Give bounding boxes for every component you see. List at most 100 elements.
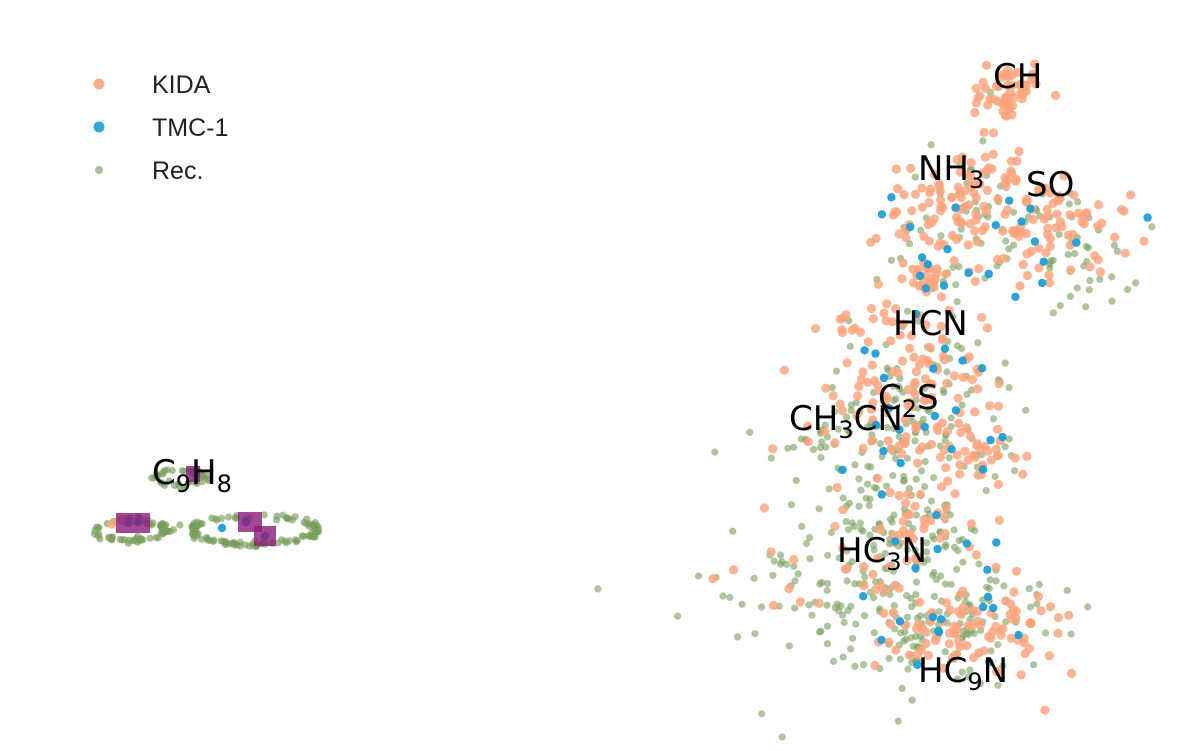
kida-point [779, 365, 789, 375]
rec-point [849, 634, 857, 642]
rec-point [209, 537, 217, 545]
kida-point [993, 424, 1003, 434]
rec-point [939, 386, 947, 394]
rec-point [870, 541, 878, 549]
rec-point [750, 574, 758, 582]
rec-point [1067, 630, 1075, 638]
kida-point [911, 420, 921, 430]
kida-point [872, 473, 883, 483]
rec-point [1063, 587, 1071, 595]
kida-point [887, 317, 898, 327]
kida-point [909, 352, 919, 362]
rec-point [908, 603, 916, 611]
rec-point [975, 560, 983, 568]
rec-point [896, 655, 905, 663]
kida-point [1011, 606, 1022, 616]
rec-point [986, 576, 994, 584]
tmc1-point [923, 260, 933, 269]
kida-point [953, 393, 963, 403]
rec-point [171, 481, 179, 489]
rec-point [847, 645, 855, 653]
kida-point [934, 179, 944, 189]
kida-point [867, 360, 877, 370]
kida-point [968, 450, 978, 461]
rec-point [1132, 279, 1140, 287]
rec-point [958, 401, 966, 409]
kida-point [924, 198, 934, 208]
rec-point [949, 263, 957, 271]
kida-point [1011, 176, 1021, 186]
kida-point [1081, 208, 1091, 219]
rec-point [791, 604, 799, 612]
label-so: SO [1026, 165, 1074, 205]
rec-point [844, 426, 852, 434]
kida-point [921, 638, 931, 649]
kida-point [942, 426, 953, 436]
rec-point [312, 529, 320, 537]
rec-point [912, 475, 920, 483]
kida-point [1012, 156, 1022, 166]
rec-point [923, 506, 932, 514]
kida-point [858, 367, 868, 377]
rec-point [947, 580, 955, 588]
tmc1-point [884, 403, 894, 413]
tmc1-point [871, 420, 881, 430]
tmc1-point [1039, 257, 1048, 266]
kida-point [1094, 200, 1104, 210]
label-ch3cn: CH3CN [789, 399, 903, 444]
kida-point [903, 489, 913, 499]
rec-point [733, 633, 742, 641]
rec-points [90, 81, 1156, 741]
rec-point [864, 480, 872, 488]
rec-point [900, 476, 909, 484]
kida-point [982, 185, 993, 195]
kida-point [1006, 166, 1016, 176]
rec-point [861, 612, 869, 620]
rec-point [923, 406, 932, 414]
kida-point [964, 200, 974, 210]
kida-point [853, 391, 863, 401]
kida-point [876, 581, 886, 591]
kida-point [939, 512, 950, 522]
tmc1-point [983, 592, 993, 601]
kida-point [910, 501, 920, 511]
kida-point [919, 514, 929, 525]
tmc1-point [1011, 292, 1020, 302]
kida-point [916, 489, 926, 499]
kida-point [978, 226, 988, 236]
tmc1-point [917, 253, 927, 262]
rec-point [260, 511, 268, 519]
kida-point [970, 226, 980, 236]
kida-point [944, 305, 954, 315]
kida-point [803, 437, 813, 447]
kida-point [868, 569, 878, 579]
kida-point [873, 380, 883, 390]
tmc1-point [951, 203, 960, 212]
rec-point [785, 642, 793, 650]
highlight-markers [116, 466, 276, 546]
kida-point [992, 667, 1002, 677]
rec-point [822, 443, 830, 451]
kida-point [1085, 262, 1095, 272]
kida-point [1009, 93, 1019, 103]
rec-point [994, 681, 1002, 689]
rec-point [1049, 256, 1057, 264]
kida-point [926, 439, 937, 449]
kida-point [1044, 278, 1055, 288]
rec-point [824, 551, 832, 559]
rec-point [889, 472, 897, 480]
rec-point [847, 406, 855, 415]
rec-point [758, 710, 766, 718]
kida-point [936, 202, 946, 212]
kida-point [1016, 670, 1026, 680]
kida-point [994, 515, 1004, 526]
rec-point [129, 536, 138, 544]
tmc1-point [998, 432, 1007, 442]
kida-point [1028, 214, 1038, 225]
rec-point [217, 514, 226, 522]
kida-point [1044, 651, 1054, 661]
kida-point [1044, 270, 1054, 280]
kida-point [1039, 214, 1049, 224]
kida-point [971, 83, 981, 93]
kida-point [886, 619, 896, 629]
